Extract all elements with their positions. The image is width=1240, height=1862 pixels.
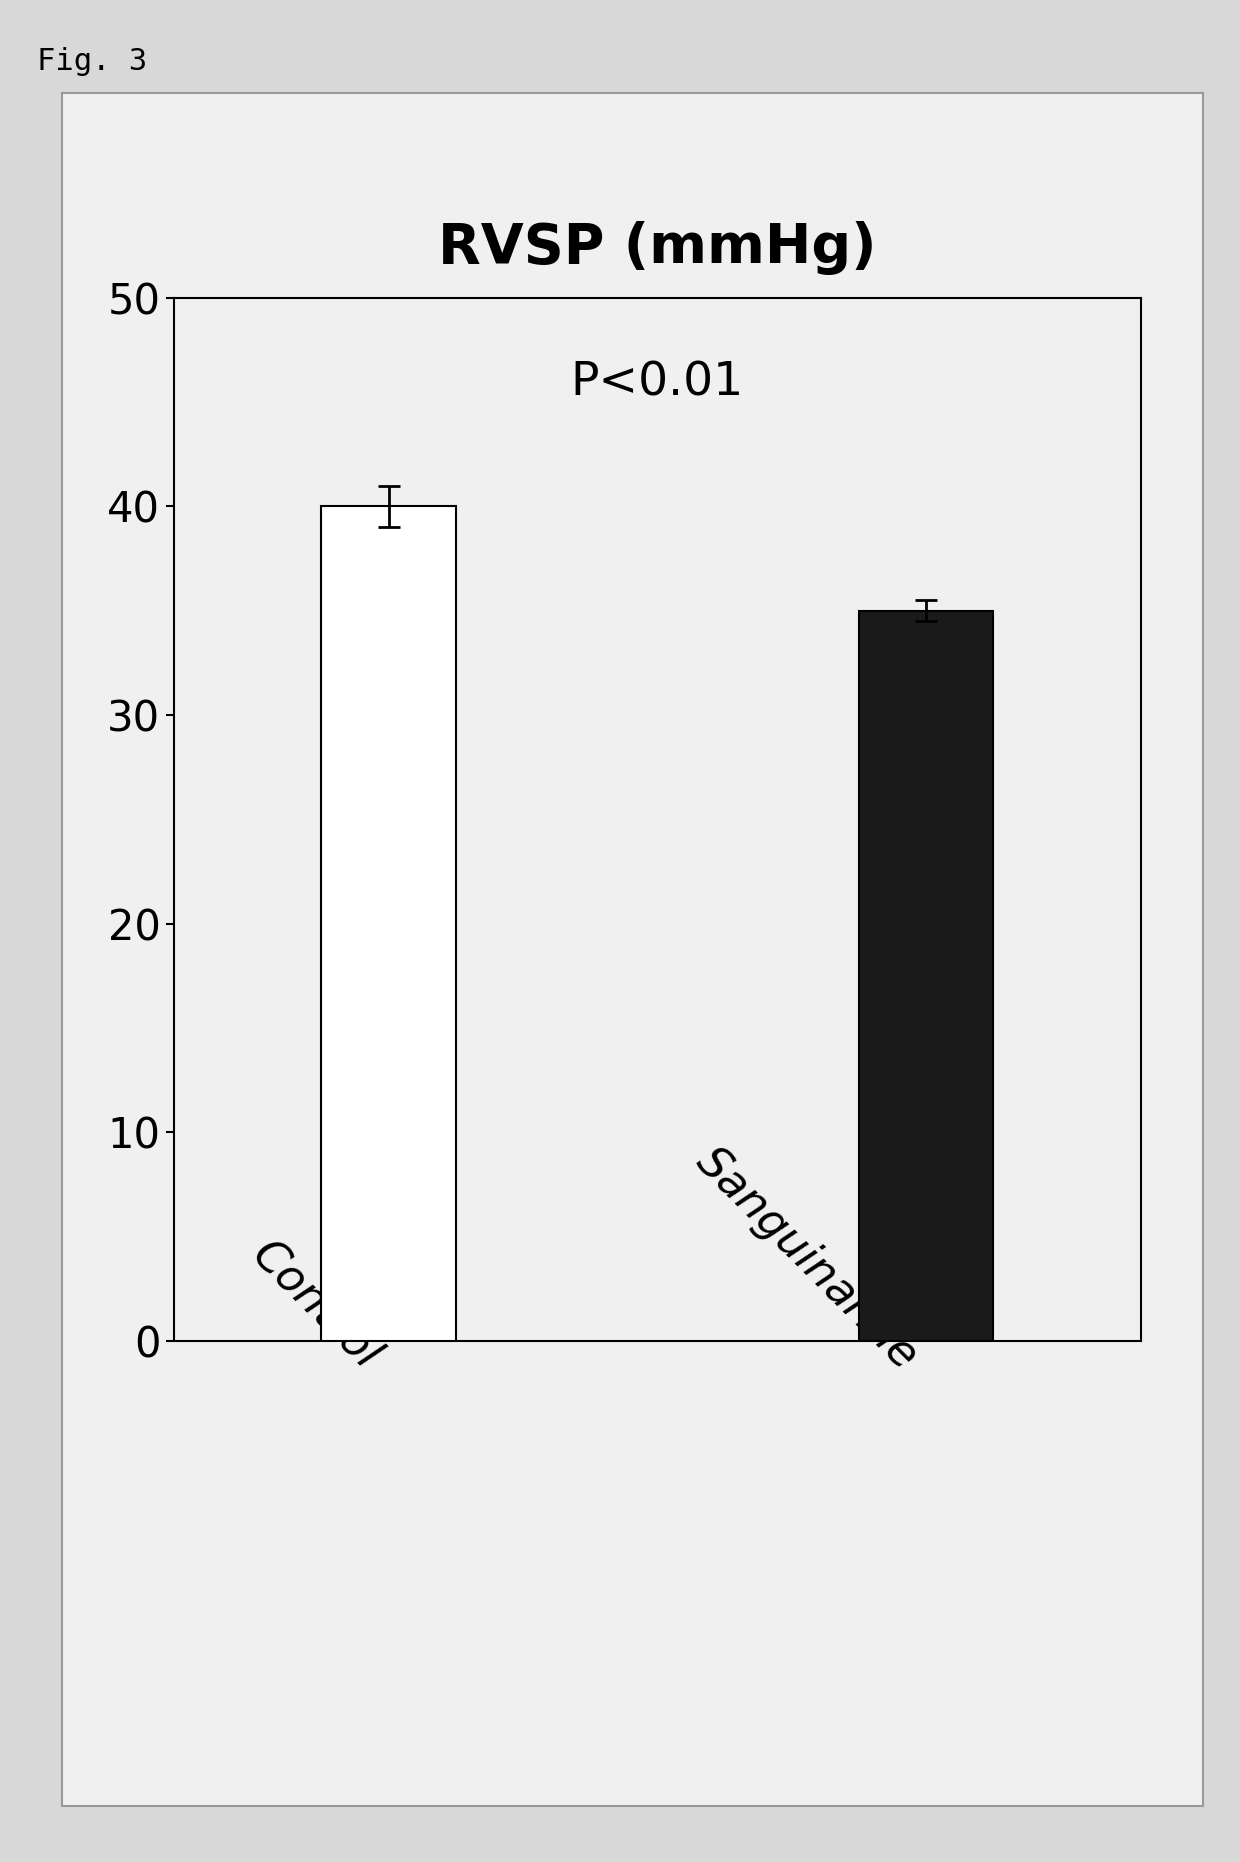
Bar	[321, 506, 456, 1341]
Bar	[859, 611, 993, 1341]
Text: Fig. 3: Fig. 3	[37, 47, 148, 76]
Title: RVSP (mmHg): RVSP (mmHg)	[438, 222, 877, 276]
Text: P<0.01: P<0.01	[570, 361, 744, 406]
